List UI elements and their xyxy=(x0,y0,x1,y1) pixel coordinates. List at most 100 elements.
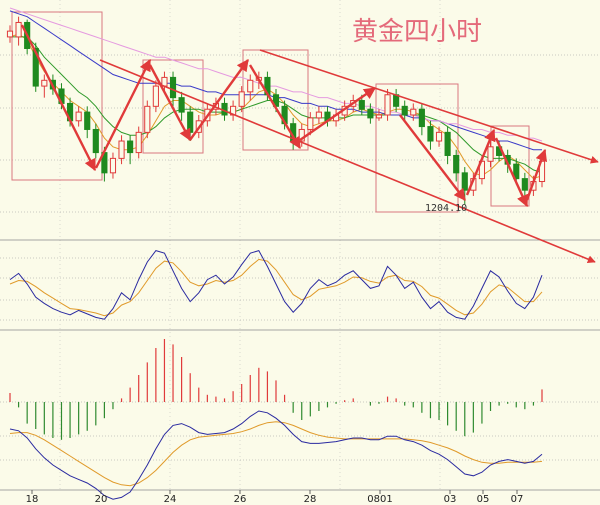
candle-body xyxy=(410,108,417,116)
candle-body xyxy=(315,111,322,119)
kdj-d-line xyxy=(9,258,543,317)
lower-channel-line xyxy=(99,59,596,263)
trend-arrow xyxy=(248,64,302,150)
candle-body xyxy=(92,128,99,154)
x-tick-label: 24 xyxy=(164,494,177,505)
candle-body xyxy=(169,76,177,99)
candle-body xyxy=(418,108,425,128)
candle-body xyxy=(247,79,254,93)
candle-body xyxy=(367,108,374,119)
candle xyxy=(152,80,159,113)
candle-body xyxy=(178,97,185,113)
candle-body xyxy=(15,21,22,38)
candle xyxy=(230,100,237,121)
candle-body xyxy=(118,140,125,159)
chart-title: 黄金四小时 xyxy=(352,17,482,47)
candle xyxy=(384,88,391,121)
candle xyxy=(118,135,125,165)
pattern-box xyxy=(375,83,459,213)
candle xyxy=(41,74,48,98)
trend-arrow xyxy=(148,64,192,142)
trend-arrow xyxy=(494,137,529,208)
candle xyxy=(401,100,408,121)
candle-body xyxy=(75,111,82,122)
candle xyxy=(6,25,14,43)
low-price-annotation: 1204.10 xyxy=(425,203,467,214)
trend-arrow xyxy=(525,148,547,201)
candle-body xyxy=(358,100,365,110)
kdj-indicator xyxy=(9,250,543,320)
candle-body xyxy=(513,163,520,180)
candle xyxy=(135,126,142,159)
candle xyxy=(178,91,185,121)
candle-body xyxy=(521,178,528,191)
candle-body xyxy=(135,131,142,154)
kdj-k-line xyxy=(9,250,543,320)
candle xyxy=(375,109,383,121)
candle-body xyxy=(6,30,14,38)
candle xyxy=(487,141,494,168)
x-tick-label: 07 xyxy=(511,494,524,505)
x-tick-label: 03 xyxy=(444,494,457,505)
candle xyxy=(418,103,425,136)
candle xyxy=(84,106,91,139)
grid-lines xyxy=(0,0,600,490)
candle xyxy=(332,109,340,127)
trend-arrows xyxy=(20,24,547,208)
candle xyxy=(109,152,117,179)
macd-dif-line xyxy=(9,410,543,500)
candle-body xyxy=(144,105,151,133)
x-axis: 18 20 24 26 28 0801 03 05 07 xyxy=(26,490,524,505)
candle xyxy=(410,103,417,121)
pattern-box xyxy=(11,11,103,181)
candle-body xyxy=(401,105,408,116)
x-tick-label: 20 xyxy=(95,494,108,505)
candle-body xyxy=(435,131,443,142)
candle-body xyxy=(487,146,494,162)
candle xyxy=(315,106,322,124)
moving-average-line xyxy=(9,7,543,142)
panel-dividers xyxy=(0,239,600,491)
candle-body xyxy=(375,114,383,119)
candle xyxy=(521,172,528,196)
candle-body xyxy=(427,126,434,142)
candle xyxy=(238,86,245,113)
candle xyxy=(15,16,22,46)
candle xyxy=(393,88,400,113)
x-tick-label: 28 xyxy=(304,494,317,505)
candle-body xyxy=(238,91,245,107)
candle-body xyxy=(41,79,48,87)
candle xyxy=(92,123,99,159)
x-tick-label: 05 xyxy=(477,494,490,505)
candle xyxy=(435,126,443,147)
upper-channel-line xyxy=(259,49,599,164)
x-tick-label: 0801 xyxy=(367,494,392,505)
candle xyxy=(367,103,374,124)
candle-body xyxy=(453,154,460,174)
trend-arrow xyxy=(399,114,466,201)
trend-arrow xyxy=(189,59,249,141)
candle-body xyxy=(187,111,194,133)
candle-body xyxy=(109,157,117,174)
candle xyxy=(453,149,460,182)
candle xyxy=(127,135,134,165)
trend-arrow xyxy=(299,87,376,141)
candle-body xyxy=(127,140,134,154)
candle xyxy=(247,74,254,101)
candle-body xyxy=(32,47,39,87)
trend-arrow xyxy=(20,24,97,172)
trend-channel xyxy=(99,49,599,263)
candle xyxy=(444,126,451,165)
candle-body xyxy=(444,131,451,156)
candle xyxy=(427,120,434,150)
candle-body xyxy=(461,172,468,191)
candle xyxy=(144,100,151,139)
candle-body xyxy=(307,117,314,130)
trend-arrow xyxy=(465,128,496,196)
trend-arrow xyxy=(94,58,152,169)
candle-body xyxy=(298,128,305,142)
candle-body xyxy=(84,111,91,130)
candle-body xyxy=(384,94,391,116)
x-tick-label: 18 xyxy=(26,494,39,505)
